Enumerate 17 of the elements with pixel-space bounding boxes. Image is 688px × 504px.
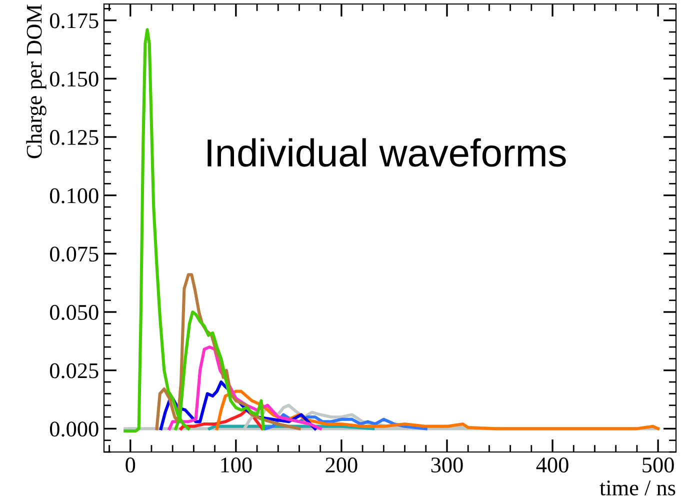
x-tick-label: 0	[126, 458, 136, 472]
y-tick-label: 0.075	[50, 246, 98, 262]
x-tick-label: 100	[221, 458, 252, 472]
y-tick-label: 0.025	[50, 363, 98, 378]
x-tick-label: 300	[431, 458, 463, 472]
y-tick-label: 0.175	[50, 13, 98, 28]
y-tick-label: 0.150	[50, 72, 98, 87]
x-tick-label: 200	[326, 458, 358, 472]
y-tick-label: 0.100	[50, 188, 98, 204]
y-tick-label: 0.125	[50, 130, 98, 146]
x-axis-title: time / ns	[600, 480, 676, 496]
x-tick-label: 500	[642, 458, 674, 472]
annotation: Individual waveforms	[208, 138, 566, 167]
y-tick-label: 0.000	[50, 422, 98, 437]
x-tick-label: 400	[536, 458, 568, 472]
y-axis-title: Charge per DOM	[26, 4, 46, 158]
y-tick-label: 0.050	[50, 304, 98, 320]
